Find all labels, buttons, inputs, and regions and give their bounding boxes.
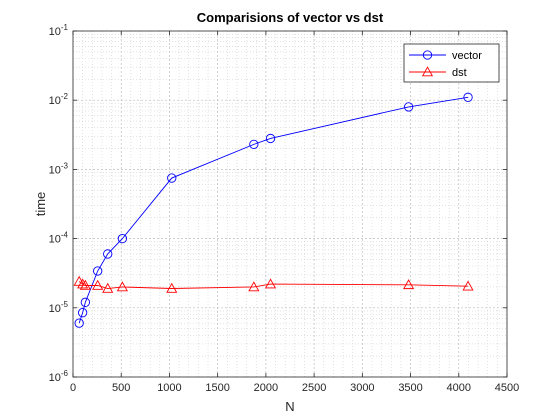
x-tick-labels: 0 500 1000 1500 2000 2500 3000 3500 4000 4500 — [70, 382, 519, 394]
x-tick-label: 4000 — [447, 382, 471, 394]
data-point-vector — [77, 308, 88, 318]
x-tick-label: 4500 — [495, 382, 519, 394]
y-tick-base: 10 — [49, 26, 61, 38]
y-tick-exponent: -1 — [61, 23, 69, 32]
y-tick-base: 10 — [49, 303, 61, 315]
data-point-vector — [265, 133, 276, 144]
series-line-dst — [78, 281, 469, 289]
data-point-vector — [93, 266, 103, 276]
x-tick-label: 1500 — [205, 382, 229, 394]
x-tick-label: 500 — [112, 382, 130, 394]
chart-title: Comparisions of vector vs dst — [197, 10, 384, 25]
legend-item-vector: vector — [409, 50, 482, 62]
x-tick-label: 3500 — [398, 382, 422, 394]
y-tick-label: 10-6 — [49, 369, 69, 384]
data-point-dst — [403, 279, 415, 290]
y-tick-exponent: -4 — [61, 231, 69, 240]
data-point-dst — [462, 280, 474, 291]
tick-marks — [72, 30, 508, 378]
data-point-dst — [77, 278, 89, 289]
y-tick-label: 10-2 — [49, 92, 69, 107]
y-tick-label: 10-4 — [49, 231, 69, 246]
x-tick-label: 2000 — [254, 382, 278, 394]
plot-area — [73, 31, 507, 377]
data-point-vector — [117, 233, 128, 244]
legend-marker-dst — [421, 66, 434, 77]
data-point-vector — [403, 102, 414, 112]
data-point-dst — [264, 278, 277, 289]
legend-item-dst: dst — [409, 66, 467, 79]
data-point-dst — [166, 282, 178, 293]
data-point-dst — [79, 279, 91, 290]
y-tick-base: 10 — [49, 95, 61, 107]
y-tick-exponent: -5 — [61, 300, 69, 309]
series-dst — [73, 275, 474, 293]
major-grid — [73, 31, 507, 377]
y-tick-base: 10 — [49, 234, 61, 246]
x-tick-label: 3000 — [350, 382, 374, 394]
legend-items: vector dst — [409, 50, 482, 79]
x-tick-label: 2500 — [302, 382, 326, 394]
data-point-dst — [116, 281, 128, 292]
x-tick-label: 1000 — [157, 382, 181, 394]
data-point-vector — [74, 318, 84, 328]
y-tick-label: 10-5 — [49, 300, 69, 315]
data-point-vector — [463, 92, 473, 102]
y-tick-base: 10 — [49, 164, 61, 176]
plot-frame — [72, 30, 508, 378]
data-point-vector — [103, 249, 113, 259]
data-point-vector — [167, 173, 177, 183]
y-tick-label: 10-1 — [49, 23, 69, 38]
data-point-vector — [80, 297, 90, 307]
y-tick-exponent: -2 — [61, 92, 69, 101]
data-point-dst — [248, 281, 260, 292]
y-tick-exponent: -6 — [61, 369, 69, 378]
y-tick-exponent: -3 — [61, 161, 69, 170]
y-tick-base: 10 — [49, 372, 61, 384]
x-axis-label: N — [285, 399, 294, 414]
legend: vector dst — [403, 43, 500, 83]
minor-grid — [73, 31, 507, 377]
data-point-dst — [92, 279, 104, 290]
series-vector — [74, 92, 473, 328]
data-point-dst — [102, 282, 114, 293]
legend-label-dst: dst — [452, 67, 467, 79]
x-tick-label: 0 — [70, 382, 76, 394]
legend-marker-vector — [422, 50, 433, 60]
y-axis-label: time — [33, 192, 48, 217]
y-tick-label: 10-3 — [49, 161, 69, 176]
legend-label-vector: vector — [452, 50, 482, 62]
legend-box — [403, 43, 500, 83]
series-layer — [73, 92, 474, 328]
y-tick-labels: 10-610-510-410-310-210-1 — [49, 23, 69, 384]
data-point-vector — [249, 139, 259, 150]
series-line-vector — [78, 96, 469, 324]
